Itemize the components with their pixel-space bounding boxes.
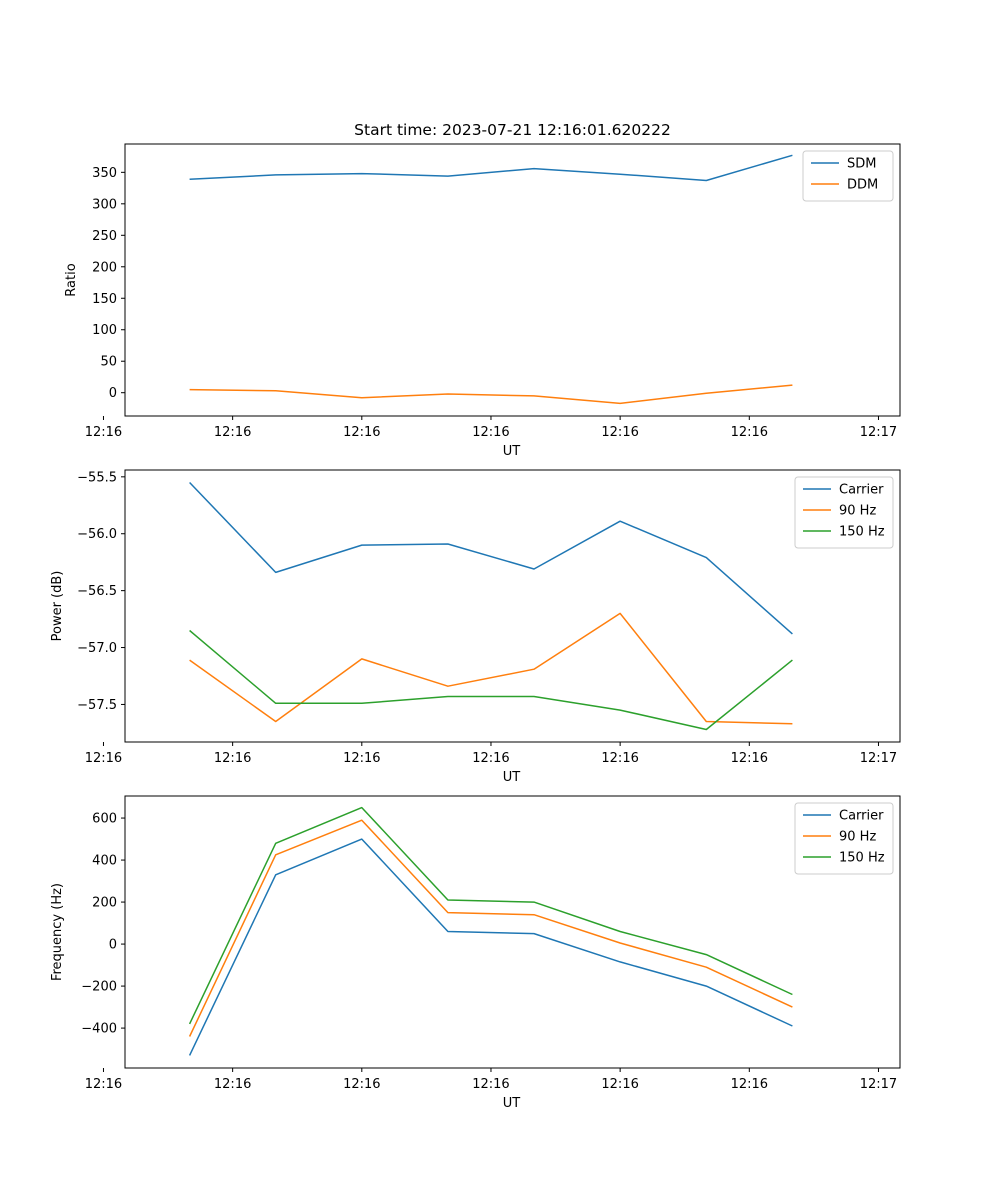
y-axis-label: Power (dB) <box>50 571 65 642</box>
x-tick-label: 12:16 <box>343 425 380 440</box>
x-tick-label: 12:16 <box>472 1077 509 1092</box>
y-tick-label: 600 <box>92 812 117 827</box>
y-tick-label: −56.0 <box>77 527 117 542</box>
y-tick-label: 350 <box>92 166 117 181</box>
y-tick-label: 200 <box>92 896 117 911</box>
x-tick-label: 12:16 <box>601 751 638 766</box>
x-tick-label: 12:16 <box>601 425 638 440</box>
axes-frame <box>124 469 901 743</box>
legend-label: DDM <box>847 178 878 193</box>
series-line-150-hz <box>189 629 793 731</box>
x-tick-label: 12:16 <box>85 1077 122 1092</box>
series-line-90-hz <box>188 819 793 1037</box>
legend-label: 90 Hz <box>839 504 876 519</box>
y-tick-label: −56.5 <box>77 584 117 599</box>
x-tick-label: 12:17 <box>860 751 897 766</box>
x-tick-label: 12:16 <box>85 751 122 766</box>
chart-title: Start time: 2023-07-21 12:16:01.620222 <box>354 121 671 139</box>
legend: Carrier 90 Hz 150 Hz <box>794 476 894 549</box>
x-tick-label: 12:17 <box>860 1077 897 1092</box>
y-tick-label: 0 <box>109 938 117 953</box>
legend: SDM DDM <box>802 150 894 202</box>
series-line-carrier <box>188 838 793 1056</box>
x-tick-label: 12:16 <box>731 751 768 766</box>
legend-label: Carrier <box>839 809 884 824</box>
x-tick-label: 12:16 <box>85 425 122 440</box>
x-tick-label: 12:16 <box>343 751 380 766</box>
y-tick-label: −57.5 <box>77 698 117 713</box>
legend-label: 90 Hz <box>839 830 876 845</box>
subplot-1: 12:16 12:16 12:16 12:16 12:16 12:16 12:17 0 50 10… <box>64 121 901 459</box>
series-line-ddm <box>189 384 793 405</box>
subplot-2: 12:16 12:16 12:16 12:16 12:16 12:16 12:17 −57.5… <box>50 469 901 785</box>
y-tick-label: −400 <box>81 1022 117 1037</box>
x-tick-label: 12:16 <box>214 1077 251 1092</box>
series-line-sdm <box>189 154 793 182</box>
y-tick-label: 150 <box>92 292 117 307</box>
x-axis-label: UT <box>503 444 521 459</box>
series-line-150-hz <box>188 806 793 1025</box>
legend: Carrier 90 Hz 150 Hz <box>794 802 894 875</box>
y-tick-label: 50 <box>100 355 117 370</box>
series-line-carrier <box>189 481 793 635</box>
x-tick-label: 12:16 <box>343 1077 380 1092</box>
series-line-90-hz <box>189 612 793 725</box>
x-tick-label: 12:17 <box>860 425 897 440</box>
y-tick-label: −57.0 <box>77 641 117 656</box>
legend-label: 150 Hz <box>839 851 885 866</box>
x-tick-label: 12:16 <box>214 425 251 440</box>
y-tick-label: 400 <box>92 854 117 869</box>
x-axis-label: UT <box>503 770 521 785</box>
y-tick-label: −200 <box>81 980 117 995</box>
legend-label: Carrier <box>839 483 884 498</box>
y-axis-label: Ratio <box>64 263 79 296</box>
x-tick-label: 12:16 <box>472 425 509 440</box>
y-tick-label: 300 <box>92 197 117 212</box>
y-tick-label: 250 <box>92 229 117 244</box>
axes-frame <box>124 143 901 417</box>
subplot-3: 12:16 12:16 12:16 12:16 12:16 12:16 12:17 −400 −… <box>50 795 901 1111</box>
legend-label: 150 Hz <box>839 525 885 540</box>
legend-label: SDM <box>847 157 876 172</box>
x-tick-label: 12:16 <box>731 425 768 440</box>
x-tick-label: 12:16 <box>472 751 509 766</box>
y-axis-label: Frequency (Hz) <box>50 883 65 981</box>
x-tick-label: 12:16 <box>214 751 251 766</box>
x-axis-label: UT <box>503 1096 521 1111</box>
y-tick-label: 200 <box>92 260 117 275</box>
x-tick-label: 12:16 <box>731 1077 768 1092</box>
y-tick-label: 100 <box>92 323 117 338</box>
x-tick-label: 12:16 <box>601 1077 638 1092</box>
axes-frame <box>124 795 901 1069</box>
y-tick-label: −55.5 <box>77 470 117 485</box>
y-tick-label: 0 <box>109 386 117 401</box>
